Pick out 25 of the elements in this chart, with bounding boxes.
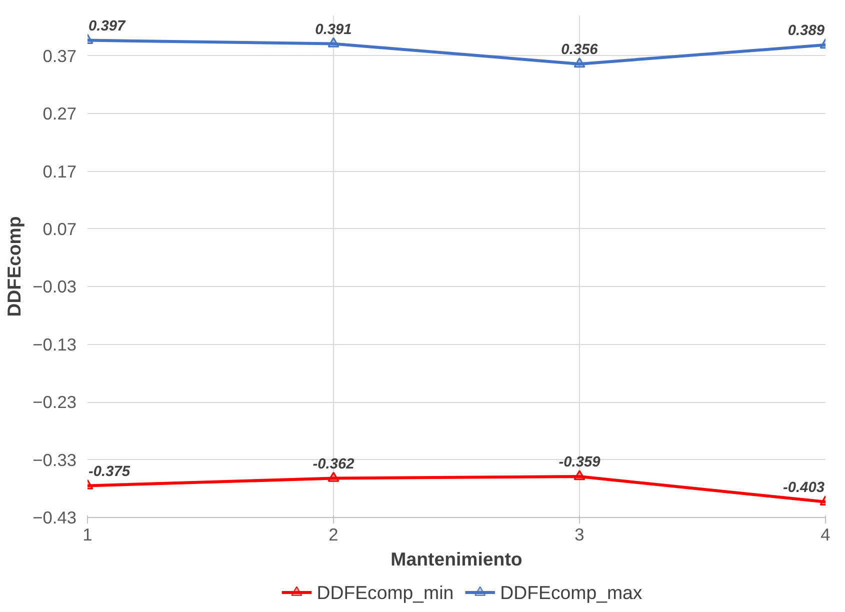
data-label: -0.359 <box>558 454 602 471</box>
data-label: -0.362 <box>312 456 354 472</box>
data-label: 0.397 <box>88 18 126 34</box>
y-tick-label: −0.13 <box>32 334 77 354</box>
legend-label: DDFEcomp_max <box>500 582 643 603</box>
y-tick-label: −0.43 <box>32 508 77 528</box>
y-tick-label: −0.23 <box>32 392 77 412</box>
x-tick-label: 2 <box>328 524 338 544</box>
y-tick-label: 0.07 <box>42 218 77 239</box>
y-tick-label: 0.17 <box>42 161 77 182</box>
x-tick-label: 4 <box>820 524 831 544</box>
y-tick-label: 0.37 <box>42 46 77 66</box>
y-tick-label: 0.27 <box>42 104 77 124</box>
x-axis-title: Mantenimiento <box>390 548 522 570</box>
data-label: 0.391 <box>315 22 352 38</box>
data-label: 0.389 <box>788 22 826 39</box>
data-label: -0.375 <box>88 464 131 480</box>
data-label: 0.356 <box>561 42 599 58</box>
y-tick-label: −0.03 <box>32 276 77 297</box>
legend-label: DDFEcomp_min <box>316 582 454 603</box>
x-tick-label: 1 <box>82 524 92 544</box>
y-tick-label: −0.33 <box>32 450 77 470</box>
x-tick-label: 3 <box>574 524 584 544</box>
data-label: -0.403 <box>782 480 825 496</box>
y-axis-title: DDFEcomp <box>4 216 25 317</box>
